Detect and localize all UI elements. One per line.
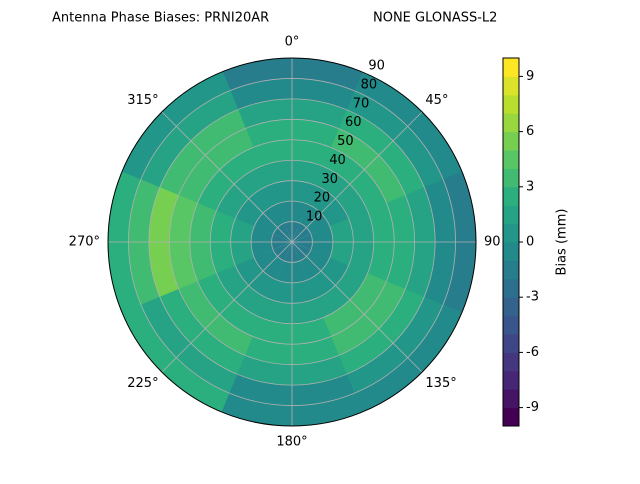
contour-cell [139,89,239,188]
colorbar-band [503,278,519,298]
r-tick-label: 80 [361,77,378,92]
contour-cell [353,304,463,414]
grid-spoke [161,241,293,373]
grid-spoke [291,111,423,243]
colorbar-band [503,58,519,77]
contour-cell [121,70,231,180]
theta-tick-label: 270° [69,235,100,250]
theta-tick-label: 135° [425,376,456,391]
colorbar-band [503,242,519,261]
r-tick-label: 10 [306,210,323,225]
colorbar-tick-label: 3 [526,179,534,194]
colorbar-band [503,76,519,96]
r-tick-label: 60 [345,115,362,130]
contour-cell [346,89,445,189]
r-tick-label: 70 [353,96,370,111]
colorbar-band [503,315,519,335]
contour-cell [108,170,142,313]
colorbar-band [503,297,519,317]
colorbar-tick-label: -6 [526,345,539,360]
colorbar-band [503,370,519,390]
contour-cell [139,295,238,395]
theta-tick-label: 45° [425,93,448,108]
contour-cell [158,108,246,196]
contour-cell [236,97,349,130]
grid-spoke [161,111,293,243]
contour-cell [235,354,348,387]
contour-cell [120,303,230,413]
contour-cell [404,186,437,299]
colorbar-band [503,260,519,280]
colorbar-band [503,94,519,114]
theta-tick-label: 315° [127,93,158,108]
chart-subtitle: NONE GLONASS-L2 [373,11,497,26]
r-tick-label: 90 [368,59,385,74]
theta-tick-label: 0° [285,35,300,50]
contour-cell [220,392,363,426]
chart-title: Antenna Phase Biases: PRNI20AR [52,11,269,26]
grid-spoke [291,241,423,373]
colorbar-tick-label: -9 [526,400,539,415]
contour-cell [338,288,426,376]
colorbar-band [503,352,519,372]
theta-tick-label: 225° [127,376,158,391]
contour-cell [345,296,445,395]
contour-cell [338,108,426,196]
r-tick-label: 30 [321,172,338,187]
colorbar-tick-label: 0 [526,235,534,250]
colorbar-band [503,150,519,169]
contour-cell [221,58,364,92]
polar-grid [108,58,476,426]
theta-tick-label: 180° [276,435,307,450]
axis-labels: 10 20 30 40 50 60 70 80 90 0° 45° 90 135° 180° 225° 270… [69,35,501,450]
colorbar-tick-label: 6 [526,124,534,139]
theta-tick-label: 90 [484,235,501,250]
contour-cell [158,288,246,376]
colorbar-band [503,186,519,206]
contour-cell [354,71,464,181]
colorbar-band [503,205,519,225]
colorbar-band [503,113,519,133]
colorbar-band [503,407,519,427]
colorbar-band [503,334,519,353]
colorbar-band [503,131,519,151]
contour-cell [147,185,180,298]
contour-cell [442,171,476,314]
colorbar-tick-label: -3 [526,290,539,305]
colorbar-band [503,389,519,409]
polar-frame [107,57,477,427]
colorbar-band [503,168,519,188]
colorbar-label: Bias (mm) [555,209,570,276]
colorbar-tick-label: 9 [526,69,534,84]
colorbar-band [503,223,519,243]
colorbar: -9 -6 -3 0 3 6 9 [502,57,539,427]
r-tick-label: 40 [329,153,346,168]
r-tick-label: 20 [314,191,331,206]
r-tick-label: 50 [337,134,354,149]
